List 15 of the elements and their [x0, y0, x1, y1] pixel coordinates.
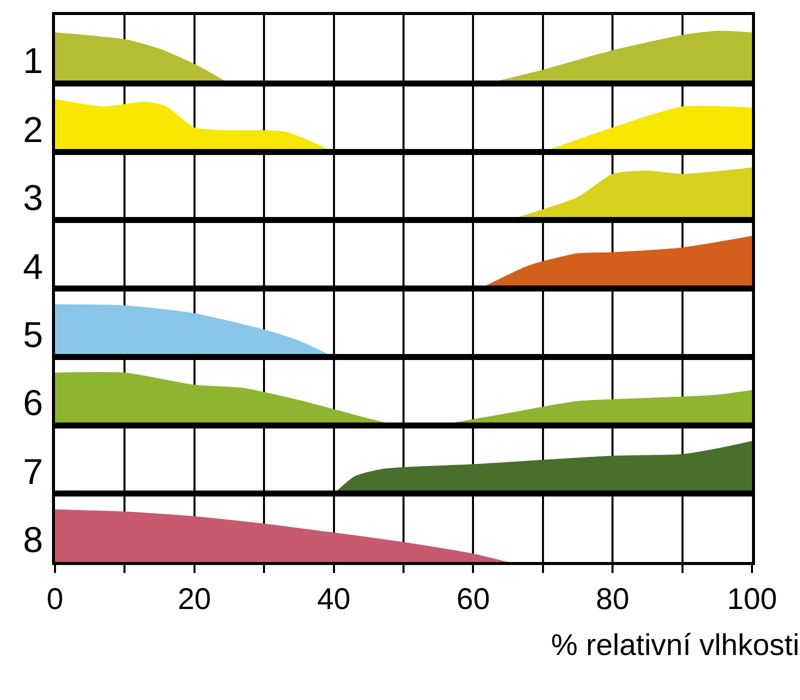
x-tick-label: 40: [317, 583, 350, 616]
y-axis-title: 5: [23, 314, 44, 355]
y-axis-title: 2: [23, 109, 44, 150]
y-axis-title: 7: [23, 451, 44, 492]
x-axis-title: % relativní vlhkosti: [551, 629, 800, 662]
y-axis-title: 4: [23, 246, 44, 287]
y-axis-title: 6: [23, 382, 44, 423]
x-tick-label: 80: [596, 583, 630, 616]
y-axis-title: 8: [23, 519, 44, 560]
x-tick-label: 60: [456, 583, 490, 616]
x-tick-label: 20: [178, 583, 212, 616]
y-axis-title: 3: [23, 177, 44, 218]
x-tick-label: 0: [46, 583, 64, 616]
x-tick-label: 100: [726, 583, 778, 616]
y-axis-title: 1: [23, 40, 44, 81]
